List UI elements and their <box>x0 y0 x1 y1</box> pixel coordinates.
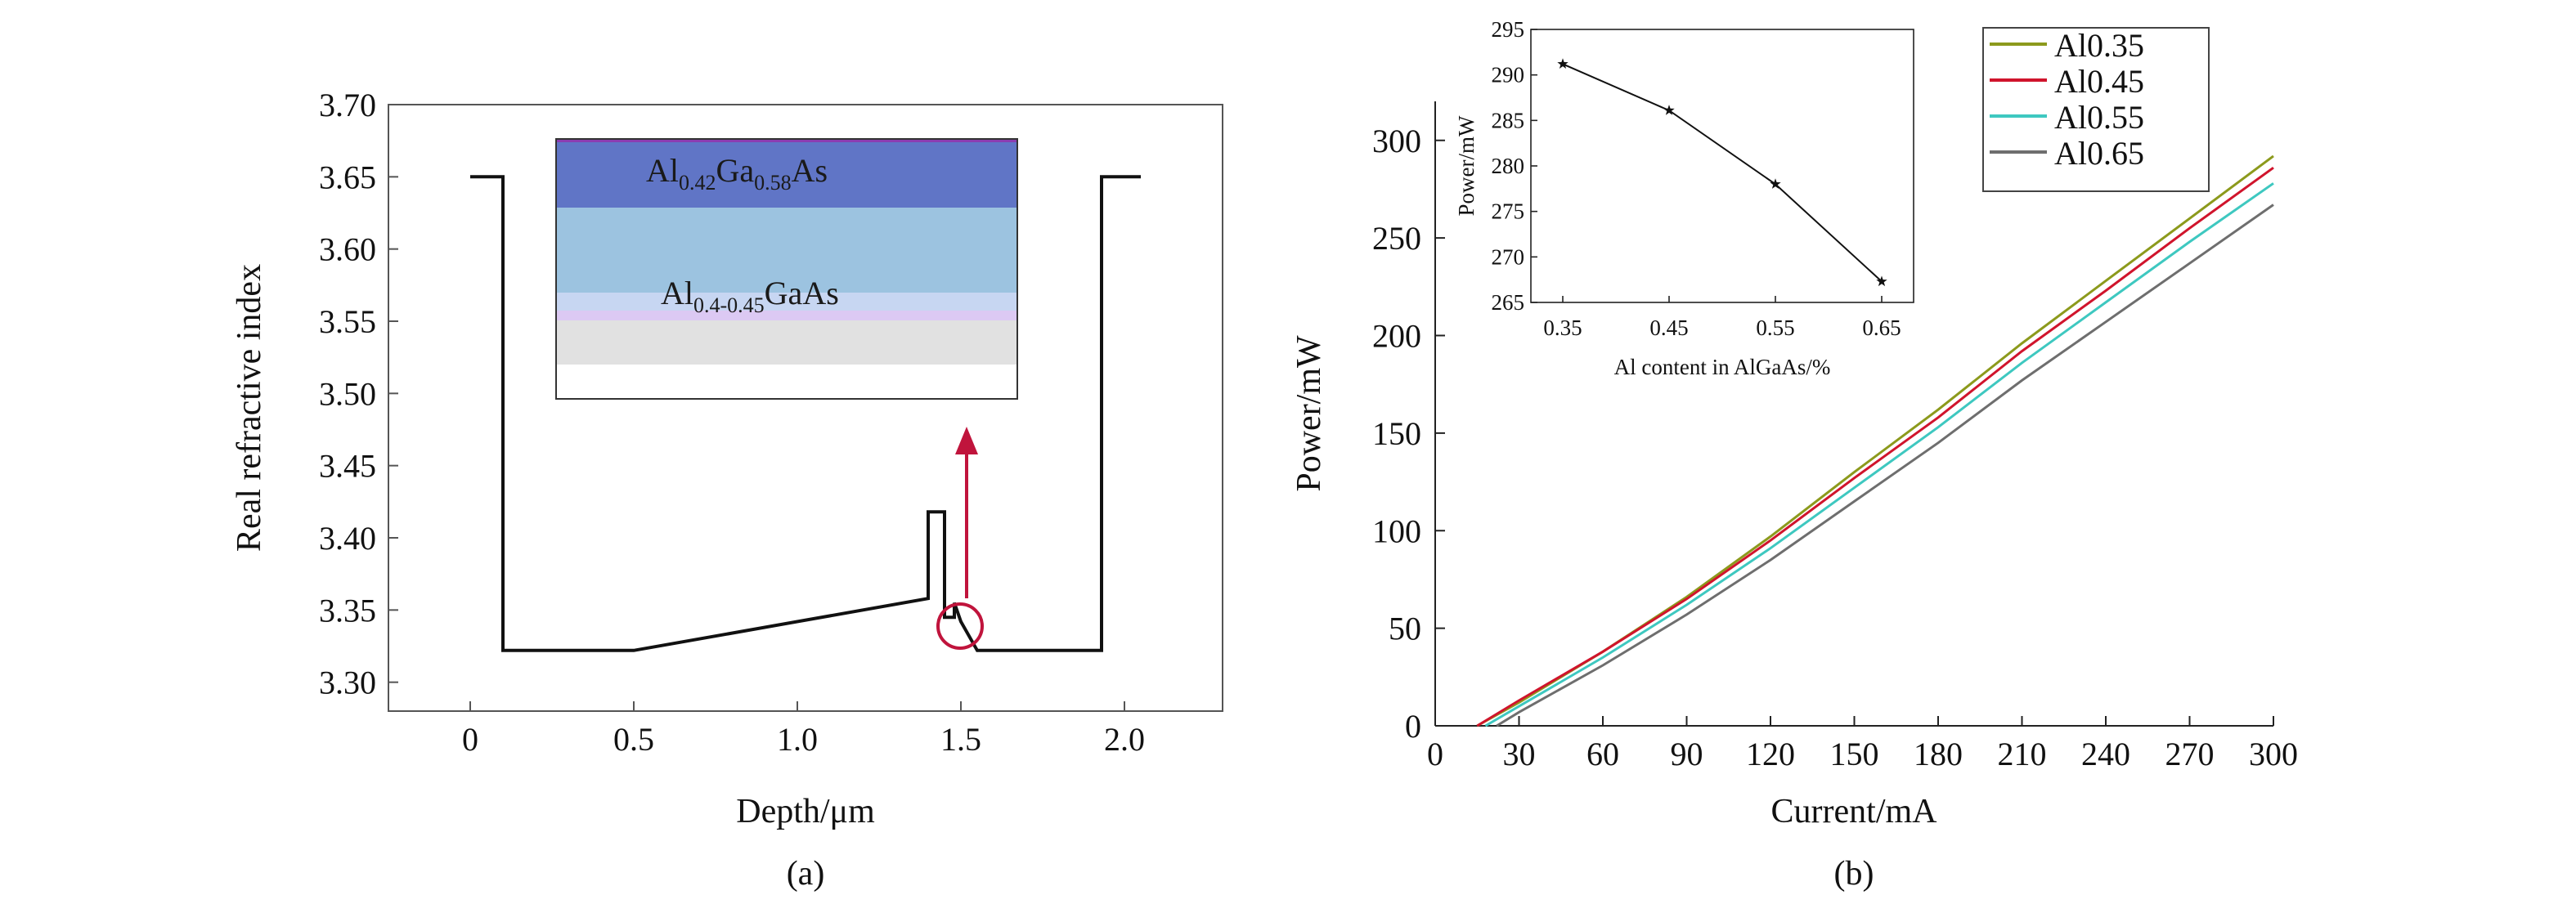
legend-label: Al0.35 <box>2054 27 2144 64</box>
panel-b-x-tick-label: 150 <box>1830 736 1879 772</box>
layer-grey <box>556 320 1017 365</box>
panel-b-y-tick-label: 0 <box>1405 708 1421 745</box>
layer-light-blue <box>556 293 1017 311</box>
panel-a-y-tick-label: 3.35 <box>319 592 376 629</box>
legend-box <box>1982 27 2210 192</box>
panel-a: 0 0.5 1.0 1.5 2.0 3.30 3.35 3.40 3.45 3.50 3.55 3.6… <box>231 87 1223 893</box>
panel-a-x-tick-label: 2.0 <box>1104 721 1145 758</box>
inset-data-point <box>1663 105 1675 115</box>
panel-a-x-axis-label: Depth/μm <box>736 793 875 830</box>
inset-ticks: 0.35 0.45 0.55 0.65 265 270 275 280 285 290 295 <box>1492 17 1901 340</box>
panel-a-x-tick-label: 1.0 <box>777 721 818 758</box>
panel-b-x-tick-label: 0 <box>1427 736 1443 772</box>
inset-x-tick-label: 0.35 <box>1543 316 1582 340</box>
panel-b-x-axis-label: Current/mA <box>1771 793 1938 830</box>
highlight-arrow-head <box>955 427 978 454</box>
layer-bottom-label: Al0.4-0.45GaAs <box>661 275 839 317</box>
series-line-al0-55 <box>1484 182 2274 727</box>
layer-algaas-042 <box>556 139 1017 208</box>
inset-y-tick-label: 275 <box>1492 199 1525 224</box>
panel-a-x-tick-label: 0.5 <box>613 721 654 758</box>
inset-y-tick-label: 285 <box>1492 108 1525 132</box>
inset-y-tick-label: 295 <box>1492 17 1525 42</box>
panel-a-y-tick-label: 3.60 <box>319 231 376 268</box>
inset-x-tick-label: 0.55 <box>1756 316 1794 340</box>
panel-a-x-tick-label: 1.5 <box>940 721 981 758</box>
panel-b-curves <box>1476 154 2274 727</box>
panel-a-plot-frame <box>388 104 1223 712</box>
legend-label: Al0.65 <box>2054 135 2144 172</box>
inset-y-tick-label: 280 <box>1492 154 1525 178</box>
panel-b-y-tick-label: 300 <box>1372 123 1421 159</box>
panel-b: 0 30 60 90 120 150 180 210 240 270 300 0 50 100 150 200… <box>1290 17 2298 893</box>
panel-b-x-tick-label: 90 <box>1671 736 1703 772</box>
panel-b-x-tick-label: 300 <box>2249 736 2298 772</box>
inset-x-tick-label: 0.45 <box>1649 316 1688 340</box>
panel-b-y-axis-label: Power/mW <box>1290 335 1328 492</box>
layer-substrate <box>556 365 1017 399</box>
series-line-al0-65 <box>1496 204 2274 727</box>
layer-lavender <box>556 311 1017 320</box>
inset-power-line <box>1562 63 1883 283</box>
inset-y-tick-label: 265 <box>1492 290 1525 315</box>
panel-b-x-tick-label: 120 <box>1746 736 1795 772</box>
inset-y-axis-label: Power/mW <box>1454 115 1479 216</box>
panel-a-y-tick-label: 3.45 <box>319 448 376 485</box>
panel-b-ticks: 0 30 60 90 120 150 180 210 240 270 300 0 50 100 150 200… <box>1372 123 2298 772</box>
layer-top-stripe <box>556 139 1017 142</box>
inset-background <box>1523 28 1917 306</box>
panel-b-y-tick-label: 100 <box>1372 512 1421 549</box>
legend-label: Al0.55 <box>2054 99 2144 136</box>
inset-frame <box>555 138 1018 400</box>
inset-data-point <box>1876 275 1887 287</box>
refractive-index-profile-line <box>470 175 1141 652</box>
inset-data-point <box>1770 178 1781 189</box>
panel-b-y-tick-label: 50 <box>1389 611 1421 647</box>
panel-b-inset: 0.35 0.45 0.55 0.65 265 270 275 280 285 290 295 Al… <box>1454 17 1917 379</box>
panel-b-x-tick-label: 210 <box>1998 736 2047 772</box>
panel-a-y-tick-label: 3.40 <box>319 520 376 557</box>
highlight-circle <box>936 602 984 650</box>
series-line-al0-45 <box>1476 166 2274 727</box>
inset-x-axis-label: Al content in AlGaAs/% <box>1614 355 1831 379</box>
panel-b-x-tick-label: 240 <box>2081 736 2130 772</box>
layer-top-label: Al0.42Ga0.58As <box>646 152 828 195</box>
legend-label: Al0.45 <box>2054 63 2144 100</box>
panel-b-x-tick-label: 180 <box>1914 736 1963 772</box>
panel-b-label: (b) <box>1834 855 1874 893</box>
panel-b-y-tick-label: 150 <box>1372 415 1421 452</box>
panel-b-x-tick-label: 270 <box>2165 736 2215 772</box>
panel-a-curves <box>470 175 1141 652</box>
panel-a-y-tick-label: 3.65 <box>319 159 376 195</box>
panel-a-y-axis-label: Real refractive index <box>231 264 268 552</box>
panel-a-x-tick-label: 0 <box>462 721 478 758</box>
panel-b-x-tick-label: 30 <box>1503 736 1536 772</box>
panel-a-y-tick-label: 3.50 <box>319 375 376 412</box>
panel-a-ticks: 0 0.5 1.0 1.5 2.0 3.30 3.35 3.40 3.45 3.50 3.55 3.6… <box>319 87 1145 758</box>
panel-b-x-tick-label: 60 <box>1586 736 1619 772</box>
layer-algaas-graded <box>556 208 1017 293</box>
inset-x-tick-label: 0.65 <box>1862 316 1901 340</box>
panel-a-label: (a) <box>787 855 825 893</box>
panel-a-y-tick-label: 3.55 <box>319 303 376 340</box>
inset-curves <box>1557 58 1887 287</box>
inset-y-tick-label: 270 <box>1492 244 1525 269</box>
panel-b-y-tick-label: 200 <box>1372 318 1421 355</box>
panel-a-y-tick-label: 3.30 <box>319 665 376 701</box>
panel-b-y-tick-label: 250 <box>1372 220 1421 257</box>
inset-y-tick-label: 290 <box>1492 63 1525 87</box>
inset-data-point <box>1557 58 1568 69</box>
panel-a-y-tick-label: 3.70 <box>319 87 376 123</box>
layer-structure-inset: Al0.42Ga0.58As Al0.4-0.45GaAs <box>555 138 1018 400</box>
